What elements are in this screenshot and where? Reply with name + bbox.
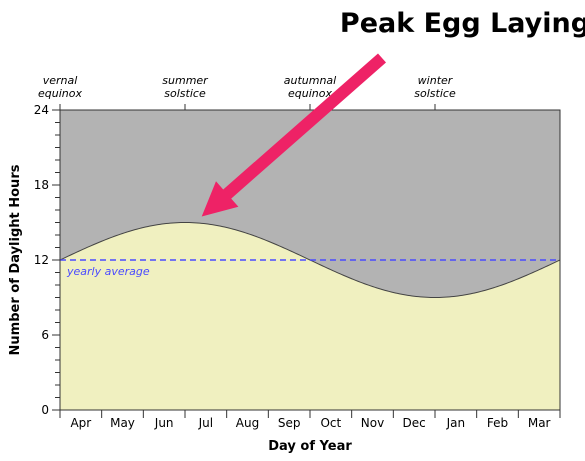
x-tick-label: Jun <box>154 416 174 430</box>
y-tick-label: 24 <box>34 103 49 117</box>
season-label-line1: winter <box>418 74 454 87</box>
x-tick-label: Jul <box>198 416 213 430</box>
season-label-line2: solstice <box>414 87 456 100</box>
x-tick-label: Dec <box>403 416 426 430</box>
x-axis-label: Day of Year <box>268 439 352 454</box>
season-label-line1: autumnal <box>284 74 336 87</box>
chart-title: Peak Egg Laying <box>340 8 585 39</box>
x-axis: Apr May Jun Jul Aug Sep Oct Nov Dec Jan Feb Mar <box>59 410 561 430</box>
x-tick-label: Mar <box>528 416 551 430</box>
y-tick-label: 6 <box>41 328 49 342</box>
y-axis: 0 6 12 18 24 <box>34 103 60 417</box>
season-markers: vernalequinoxsummersolsticeautumnalequin… <box>38 74 456 110</box>
x-tick-label: May <box>110 416 135 430</box>
y-tick-label: 12 <box>34 253 49 267</box>
x-tick-label: Feb <box>487 416 508 430</box>
season-label-line2: equinox <box>38 87 82 100</box>
y-axis-label: Number of Daylight Hours <box>8 164 23 355</box>
yearly-average-label: yearly average <box>66 265 150 278</box>
y-tick-label: 0 <box>41 403 49 417</box>
daylight-area <box>60 222 560 410</box>
y-tick-label: 18 <box>34 178 49 192</box>
season-label-line2: equinox <box>288 87 332 100</box>
annotation-arrow <box>201 53 386 217</box>
season-label-line2: solstice <box>164 87 206 100</box>
x-tick-label: Sep <box>278 416 301 430</box>
x-tick-label: Apr <box>70 416 91 430</box>
x-tick-label: Jan <box>446 416 466 430</box>
season-label-line1: vernal <box>43 74 78 87</box>
x-tick-label: Nov <box>361 416 384 430</box>
x-tick-label: Oct <box>320 416 341 430</box>
x-tick-label: Aug <box>236 416 259 430</box>
season-label-line1: summer <box>162 74 209 87</box>
